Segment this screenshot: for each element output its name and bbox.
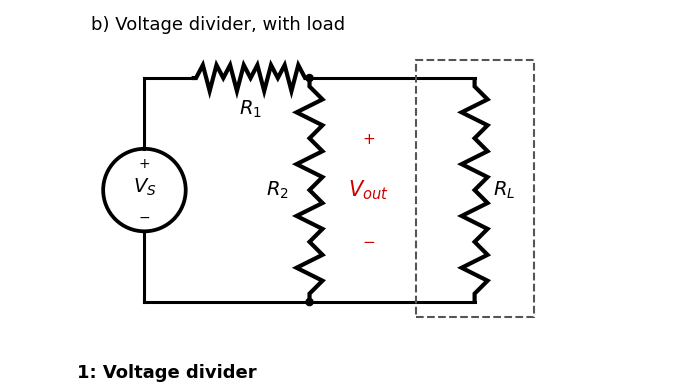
- Text: $-$: $-$: [362, 233, 375, 248]
- Circle shape: [306, 298, 313, 306]
- Text: 1: Voltage divider: 1: Voltage divider: [77, 364, 256, 382]
- Text: $V_{out}$: $V_{out}$: [348, 178, 388, 202]
- Circle shape: [306, 74, 313, 81]
- Text: $R_L$: $R_L$: [494, 179, 516, 201]
- Text: $R_2$: $R_2$: [266, 179, 289, 201]
- Text: $+$: $+$: [362, 132, 375, 147]
- Text: b) Voltage divider, with load: b) Voltage divider, with load: [92, 16, 346, 34]
- Bar: [416, 60, 534, 317]
- Text: $R_1$: $R_1$: [239, 99, 262, 120]
- Text: $+$: $+$: [138, 156, 151, 171]
- Text: $V_S$: $V_S$: [133, 176, 156, 198]
- Text: $-$: $-$: [138, 210, 151, 223]
